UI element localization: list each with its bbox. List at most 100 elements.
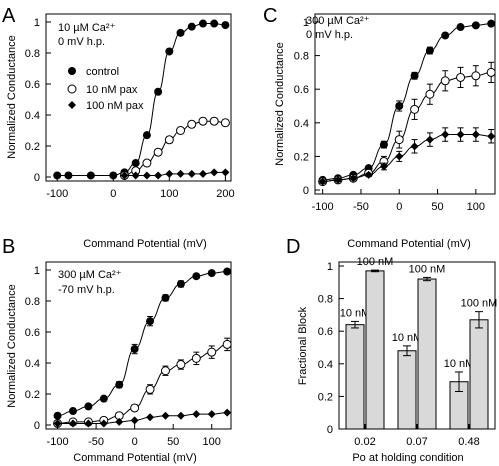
data-point-100nm-pax xyxy=(154,171,163,180)
data-point-control xyxy=(109,171,118,180)
data-point-10nm-pax xyxy=(145,384,155,394)
annotation: -70 mV h.p. xyxy=(58,284,115,296)
data-point-control xyxy=(379,140,388,149)
y-tick-label: 0.8 xyxy=(25,48,40,60)
bar-label: 100 nM xyxy=(409,263,446,275)
data-point-control xyxy=(165,47,174,56)
fit-curve xyxy=(322,23,492,181)
data-point-control xyxy=(471,21,480,30)
data-point-100nm-pax xyxy=(99,419,108,428)
data-point-100nm-pax xyxy=(68,419,77,428)
x-tick-label: 100 xyxy=(467,201,485,213)
data-point-100nm-pax xyxy=(333,175,342,184)
annotation: 300 µM Ca²⁺ xyxy=(58,269,122,281)
data-point-control xyxy=(161,293,170,302)
y-tick-label: 0.6 xyxy=(294,84,309,96)
y-axis-label: Normalized Conductance xyxy=(6,35,18,159)
y-axis-label: Normalized Conductance xyxy=(6,284,18,408)
plot-area: 0 0.2 0.4 0.6 0.8 1 -100 0 100 200 xyxy=(25,17,235,200)
annotation: 0 mV h.p. xyxy=(58,36,105,48)
x-tick-label: 0.07 xyxy=(406,436,427,448)
x-tick-label: 100 xyxy=(160,188,178,200)
data-point-100nm-pax xyxy=(210,168,219,177)
y-tick-label: 0.4 xyxy=(25,358,40,370)
x-tick-label: 0.48 xyxy=(458,436,479,448)
y-tick-label: 0.4 xyxy=(294,118,309,130)
data-point-100nm-pax xyxy=(146,413,155,422)
data-point-10nm-pax xyxy=(164,135,174,145)
data-point-100nm-pax xyxy=(395,152,404,161)
bar-label: 10 nM xyxy=(392,332,423,344)
data-point-100nm-pax xyxy=(410,142,419,151)
data-point-10nm-pax xyxy=(456,72,466,82)
data-point-10nm-pax xyxy=(209,116,219,126)
plot-area: 0 0.2 0.4 0.6 0.8 1 -100 -50 0 50 100 xyxy=(25,265,232,448)
x-tick-label: 100 xyxy=(203,436,221,448)
data-point-10nm-pax xyxy=(176,126,186,135)
data-point-100nm-pax xyxy=(364,170,373,179)
data-point-100nm-pax xyxy=(53,419,62,428)
data-point-control xyxy=(115,380,124,389)
y-tick-label: 1 xyxy=(34,265,40,277)
bar xyxy=(397,350,417,430)
x-tick-label: 0 xyxy=(110,188,116,200)
data-point-100nm-pax xyxy=(456,130,465,139)
data-point-10nm-pax xyxy=(191,353,201,363)
data-point-control xyxy=(456,23,465,32)
data-point-100nm-pax xyxy=(165,169,174,178)
y-tick-label: 1 xyxy=(303,17,309,29)
data-point-control xyxy=(441,31,450,40)
data-point-10nm-pax xyxy=(440,76,450,86)
x-tick-label: 0.02 xyxy=(354,436,375,448)
plot-area: 0 0.2 0.4 0.6 0.8 1 10 nM 100 nM 0.02 10 nM 100 nM… xyxy=(318,256,498,448)
annotation: 10 µM Ca²⁺ xyxy=(58,22,116,34)
panel-letter: A xyxy=(2,5,16,27)
data-point-100nm-pax xyxy=(441,130,450,139)
data-point-control xyxy=(68,407,77,416)
y-tick-label: 0 xyxy=(303,185,309,197)
data-point-control xyxy=(84,402,93,411)
fit-curve xyxy=(57,343,228,424)
fit-curve xyxy=(322,134,492,183)
data-point-100nm-pax xyxy=(130,416,139,425)
y-tick-label: 0.2 xyxy=(25,141,40,153)
data-point-10nm-pax xyxy=(187,119,197,129)
data-point-control xyxy=(425,46,434,55)
x-tick-label: 0 xyxy=(396,201,402,213)
y-tick-label: 0.6 xyxy=(25,79,40,91)
data-point-10nm-pax xyxy=(130,403,140,413)
data-point-10nm-pax xyxy=(486,67,496,77)
data-point-10nm-pax xyxy=(176,360,186,370)
bar xyxy=(345,324,365,430)
x-tick-label: 50 xyxy=(431,201,443,213)
data-point-control xyxy=(131,159,140,168)
data-point-100nm-pax xyxy=(176,169,185,178)
y-tick-label: 0.4 xyxy=(318,359,333,371)
data-point-10nm-pax xyxy=(142,158,152,168)
data-point-control xyxy=(192,272,201,281)
y-tick-label: 1 xyxy=(327,261,333,273)
data-point-100nm-pax xyxy=(379,162,388,171)
x-tick-label: -50 xyxy=(353,201,369,213)
panel-d: D Command Potential (mV) Fractional Bloc… xyxy=(286,236,497,464)
legend-marker-control xyxy=(68,67,76,75)
legend: control 10 nM pax 100 nM pax xyxy=(67,66,144,112)
data-point-100nm-pax xyxy=(471,130,480,139)
data-point-control xyxy=(176,279,185,288)
data-point-control xyxy=(64,171,73,180)
data-point-100nm-pax xyxy=(198,169,207,178)
bar-label: 100 nM xyxy=(461,298,498,310)
data-point-10nm-pax xyxy=(394,135,404,145)
fit-curve xyxy=(322,71,492,183)
y-tick-label: 0 xyxy=(327,424,333,436)
x-axis-label-top: Command Potential (mV) xyxy=(83,238,207,250)
data-point-control xyxy=(207,269,216,278)
x-tick-label: -100 xyxy=(46,188,68,200)
y-tick-label: 1 xyxy=(34,17,40,29)
data-point-control xyxy=(130,345,139,354)
y-tick-label: 0 xyxy=(34,172,40,184)
x-tick-label: 200 xyxy=(216,188,234,200)
y-axis-label: Fractional Block xyxy=(297,306,309,385)
panel-letter: D xyxy=(286,236,300,258)
